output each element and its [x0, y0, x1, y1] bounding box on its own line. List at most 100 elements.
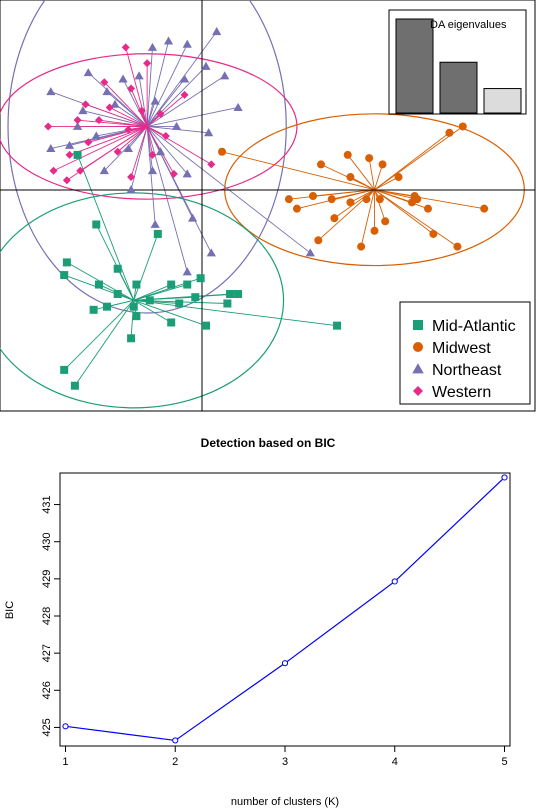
point-midwest	[407, 198, 416, 207]
y-tick-label: 425	[41, 718, 53, 736]
point-northeast	[182, 39, 192, 48]
y-tick-label: 428	[41, 607, 53, 625]
point-northeast	[182, 267, 192, 276]
point-mid-atlantic	[223, 299, 232, 308]
point-midwest	[480, 204, 489, 213]
point-western	[84, 138, 93, 147]
bic-point	[281, 660, 289, 667]
eigenvalues-inset: DA eigenvalues	[388, 9, 527, 115]
point-midwest	[375, 195, 384, 204]
point-northeast	[163, 36, 174, 45]
point-mid-atlantic	[175, 299, 184, 308]
spoke-western	[146, 113, 161, 127]
point-northeast	[72, 121, 83, 130]
point-mid-atlantic	[234, 290, 243, 299]
spoke-mid-atlantic	[133, 299, 207, 327]
legend-marker-mid-atlantic	[413, 320, 423, 330]
spoke-northeast	[114, 103, 148, 127]
spoke-mid-atlantic	[133, 299, 338, 327]
spoke-northeast	[146, 75, 225, 127]
point-northeast	[110, 99, 120, 108]
point-western	[127, 173, 136, 182]
spoke-western	[98, 119, 148, 127]
spoke-mid-atlantic	[133, 299, 172, 323]
point-western	[100, 78, 109, 87]
point-northeast	[83, 68, 93, 77]
point-northeast	[150, 219, 160, 228]
spoke-northeast	[138, 75, 148, 127]
y-tick-label: 427	[41, 644, 53, 662]
point-mid-atlantic	[60, 271, 69, 280]
legend-label-western: Western	[432, 384, 491, 401]
spoke-mid-atlantic	[93, 299, 134, 311]
spoke-midwest	[334, 189, 375, 219]
bic-y-axis-label: BIC	[4, 601, 16, 619]
spoke-midwest	[221, 151, 375, 191]
spoke-midwest	[347, 154, 375, 190]
bic-x-ticks: 1 2 3 4 5	[62, 746, 508, 768]
spoke-northeast	[146, 126, 188, 175]
y-tick-label: 426	[41, 681, 53, 699]
spoke-northeast	[104, 126, 148, 172]
point-mid-atlantic	[132, 280, 141, 289]
bic-point	[391, 578, 398, 585]
point-northeast	[147, 42, 158, 51]
spoke-mid-atlantic	[133, 284, 172, 301]
point-midwest	[343, 150, 352, 159]
spoke-mid-atlantic	[63, 300, 135, 371]
spoke-northeast	[146, 78, 185, 127]
point-northeast	[46, 87, 56, 96]
point-western	[121, 43, 130, 52]
legend-marker-midwest	[413, 342, 423, 352]
point-midwest	[317, 160, 325, 169]
point-northeast	[206, 248, 216, 257]
spoke-northeast	[146, 47, 153, 127]
point-mid-atlantic	[103, 302, 111, 311]
spoke-western	[146, 126, 153, 155]
point-western	[62, 176, 71, 185]
point-midwest	[292, 204, 301, 213]
spoke-western	[130, 126, 148, 178]
point-mid-atlantic	[113, 264, 122, 273]
bic-chart-title: Detection based on BIC	[201, 436, 336, 450]
spoke-midwest	[374, 189, 458, 247]
spoke-western	[146, 126, 212, 165]
point-northeast	[220, 71, 230, 80]
point-midwest	[346, 198, 355, 207]
bic-point	[62, 723, 69, 730]
spoke-northeast	[146, 66, 207, 127]
point-northeast	[204, 128, 214, 137]
point-northeast	[171, 121, 182, 130]
dapc-scatter-plot: DA eigenvalues Mid-Atlantic Midwest Northe…	[0, 0, 536, 412]
point-western	[94, 116, 103, 125]
spoke-mid-atlantic	[74, 300, 135, 386]
spoke-midwest	[350, 176, 375, 191]
point-northeast	[212, 27, 222, 36]
spoke-western	[146, 94, 185, 127]
point-midwest	[314, 236, 323, 245]
inset-bar	[395, 18, 434, 114]
point-northeast	[91, 131, 101, 140]
spoke-midwest	[374, 189, 434, 235]
point-midwest	[453, 242, 462, 251]
spoke-northeast	[106, 91, 148, 127]
legend: Mid-Atlantic Midwest Northeast Western	[399, 301, 531, 405]
spoke-western	[88, 126, 148, 143]
spoke-western	[53, 126, 148, 172]
point-western	[113, 147, 122, 156]
spoke-northeast	[130, 126, 148, 190]
spoke-midwest	[350, 189, 375, 203]
spoke-northeast	[146, 31, 218, 127]
spoke-midwest	[368, 158, 375, 190]
point-midwest	[394, 173, 403, 182]
point-northeast	[78, 106, 88, 115]
x-tick-label: 3	[282, 756, 288, 768]
legend-label-midwest: Midwest	[432, 340, 491, 357]
point-western	[148, 150, 157, 159]
point-midwest	[308, 192, 317, 201]
point-midwest	[381, 217, 390, 226]
point-mid-atlantic	[89, 305, 98, 314]
spoke-western	[109, 107, 148, 127]
